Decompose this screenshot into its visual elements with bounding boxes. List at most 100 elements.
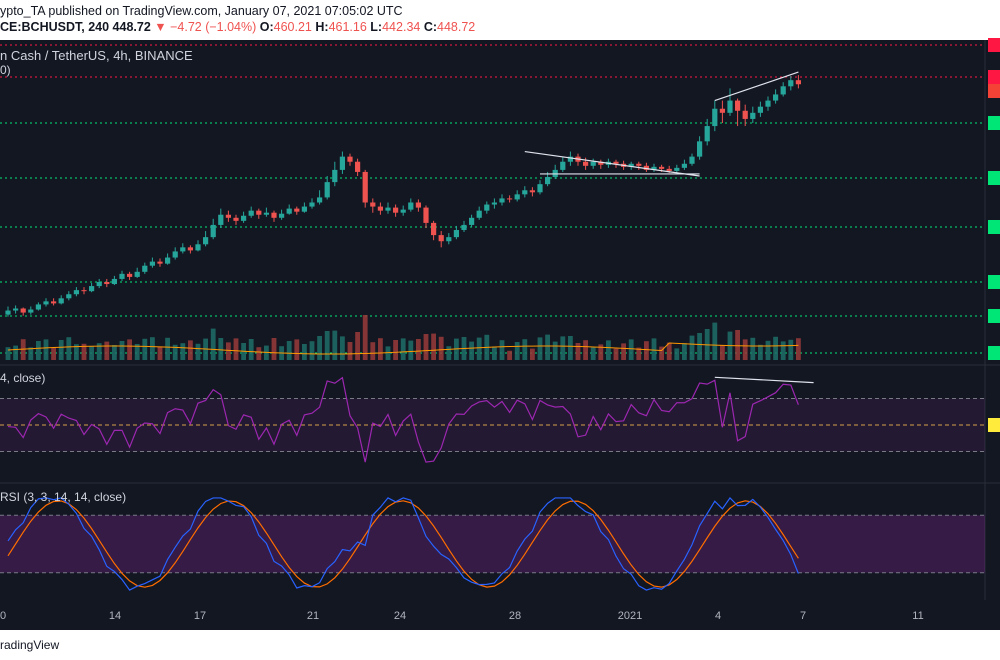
volume-bar xyxy=(431,333,436,360)
footer: radingView xyxy=(0,630,1000,660)
volume-bar xyxy=(628,339,634,360)
x-tick-label: 28 xyxy=(509,610,521,622)
volume-bar xyxy=(560,336,566,360)
candle-body xyxy=(712,108,718,127)
volume-bar xyxy=(332,330,338,360)
candle-body xyxy=(58,298,64,304)
candle-body xyxy=(469,217,475,225)
volume-bar xyxy=(74,344,79,360)
volume-bar xyxy=(5,347,11,360)
support-level-tag xyxy=(988,275,1000,289)
candle-body xyxy=(651,166,657,170)
candle-body xyxy=(393,207,399,213)
support-level-tag xyxy=(988,116,1000,130)
candle-body xyxy=(590,161,596,166)
volume-bar xyxy=(347,342,353,360)
candle-body xyxy=(780,86,786,95)
candle-body xyxy=(613,161,619,164)
candle-body xyxy=(28,309,34,313)
candle-body xyxy=(522,190,528,195)
rsi-label: 4, close) xyxy=(0,371,46,385)
candle-body xyxy=(408,202,414,210)
candle-body xyxy=(279,213,285,218)
volume-bar xyxy=(81,343,87,360)
candle-body xyxy=(461,224,467,231)
x-tick-label: 21 xyxy=(307,610,319,622)
candle-body xyxy=(51,301,57,304)
volume-bar xyxy=(226,342,231,360)
candle-body xyxy=(385,207,391,211)
candle-body xyxy=(636,163,642,166)
volume-bar xyxy=(416,339,421,360)
volume-bar xyxy=(788,339,794,360)
volume-bar xyxy=(378,338,383,360)
last-price-tag xyxy=(988,84,1000,98)
candle-body xyxy=(567,156,573,162)
volume-bar xyxy=(195,343,201,360)
volume-bar xyxy=(575,343,581,360)
x-tick-label: 14 xyxy=(109,610,121,622)
candle-body xyxy=(400,209,406,213)
candle-body xyxy=(659,166,665,169)
candle-body xyxy=(5,310,11,315)
candle-body xyxy=(73,290,79,295)
candle-body xyxy=(704,126,710,142)
x-tick-label: 24 xyxy=(394,610,406,622)
volume-bar xyxy=(233,338,239,360)
stoch-rsi-label: RSI (3, 3, 14, 14, close) xyxy=(0,490,127,504)
low-value: 442.34 xyxy=(382,20,421,34)
volume-bar xyxy=(271,338,277,360)
candle-body xyxy=(294,208,300,212)
support-level-tag xyxy=(988,171,1000,185)
volume-bar xyxy=(476,337,482,360)
last-price: 448.72 xyxy=(112,20,151,34)
x-tick-label: 0 xyxy=(0,610,6,622)
candle-body xyxy=(301,206,307,212)
volume-bar xyxy=(112,345,117,360)
volume-bar xyxy=(697,333,702,360)
volume-bar xyxy=(492,346,497,360)
support-level-tag xyxy=(988,309,1000,323)
stoch-k-line xyxy=(7,496,799,591)
candle-body xyxy=(757,106,763,113)
volume-bar xyxy=(180,343,186,360)
candle-body xyxy=(66,294,72,299)
volume-bar xyxy=(423,334,429,360)
candle-body xyxy=(35,304,41,310)
candle-body xyxy=(256,210,262,215)
volume-bar xyxy=(96,343,102,360)
footer-brand: radingView xyxy=(0,638,60,652)
volume-bar xyxy=(104,341,110,360)
volume-bar xyxy=(385,346,391,360)
volume-bar xyxy=(773,336,778,360)
candle-body xyxy=(666,168,672,171)
volume-bar xyxy=(13,345,18,360)
x-tick-label: 4 xyxy=(715,610,721,622)
volume-bar xyxy=(142,338,148,360)
volume-bar xyxy=(758,344,763,360)
volume-bar xyxy=(302,344,307,360)
candle-body xyxy=(157,261,163,264)
candle-body xyxy=(13,308,19,311)
support-level-tag xyxy=(988,220,1000,234)
volume-bar xyxy=(188,340,193,360)
candle-body xyxy=(514,194,520,200)
volume-bar xyxy=(89,346,94,360)
volume-bar xyxy=(256,347,262,360)
volume-bar xyxy=(438,336,444,360)
publish-header: ypto_TA published on TradingView.com, Ja… xyxy=(0,0,1000,40)
high-value: 461.16 xyxy=(328,20,367,34)
resistance-level-tag xyxy=(988,70,1000,84)
volume-bar xyxy=(514,342,520,360)
candle-body xyxy=(81,290,87,292)
candle-body xyxy=(165,257,171,264)
volume-bar xyxy=(666,342,672,360)
volume-bar xyxy=(621,343,626,360)
volume-bar xyxy=(651,338,657,360)
volume-bar xyxy=(58,340,64,360)
volume-bar xyxy=(340,336,345,360)
candle-body xyxy=(339,156,345,170)
volume-bar xyxy=(157,346,163,360)
candle-body xyxy=(598,161,604,165)
